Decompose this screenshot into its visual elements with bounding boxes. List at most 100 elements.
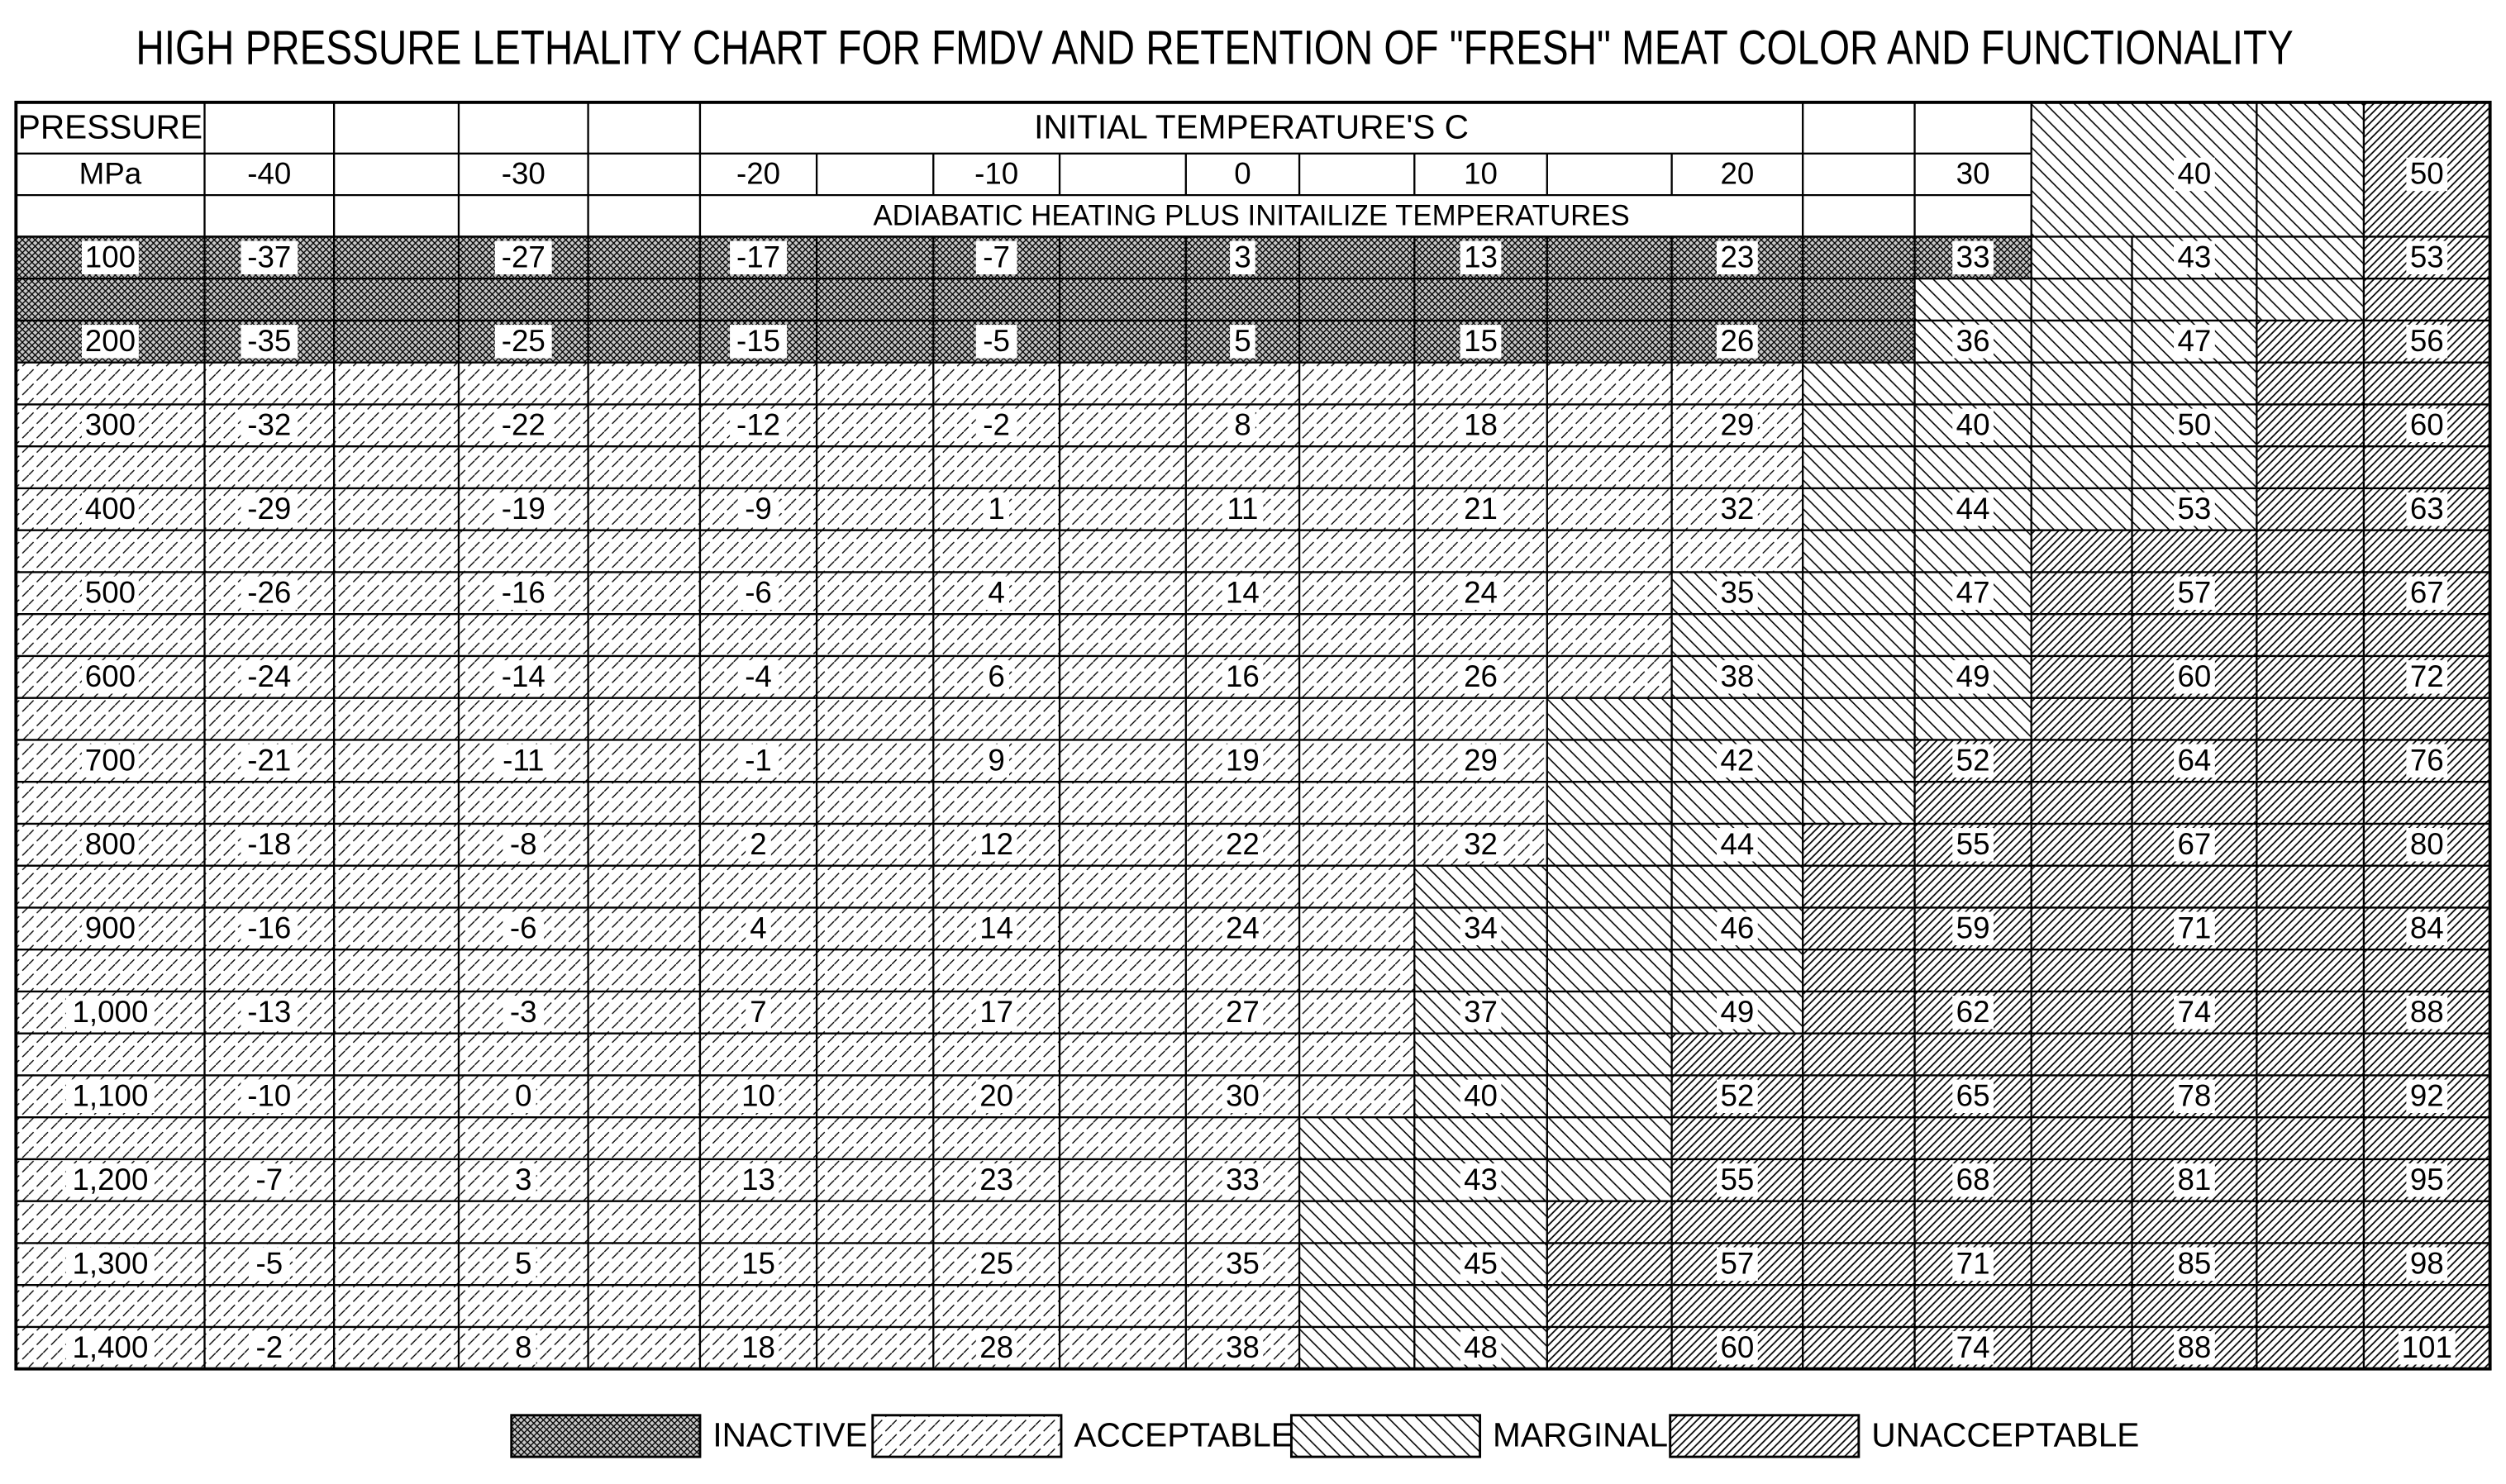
zone-fill: [1803, 656, 1914, 698]
zone-fill: [817, 530, 933, 573]
cell-value: 68: [1956, 1163, 1990, 1196]
zone-fill: [933, 698, 1060, 740]
pressure-label: 300: [85, 407, 136, 441]
zone-fill: [334, 949, 459, 992]
zone-fill: [205, 866, 335, 908]
zone-fill: [1299, 782, 1414, 824]
cell-value: 65: [1956, 1078, 1990, 1112]
zone-fill: [334, 656, 459, 698]
zone-fill: [334, 1285, 459, 1327]
zone-fill: [1060, 1117, 1186, 1159]
zone-fill: [1299, 824, 1414, 866]
zone-fill: [334, 740, 459, 782]
cell-value: -8: [510, 827, 537, 861]
zone-fill: [2032, 740, 2132, 782]
cell-value: 26: [1464, 659, 1498, 693]
pressure-label: 200: [85, 324, 136, 358]
zone-fill: [1186, 1285, 1299, 1327]
zone-fill: [2256, 404, 2364, 446]
zone-fill: [334, 1243, 459, 1285]
zone-fill: [1803, 278, 1914, 321]
header-adiabatic-label: ADIABATIC HEATING PLUS INITAILIZE TEMPER…: [873, 199, 1629, 231]
zone-fill: [1414, 278, 1546, 321]
cell-value: 5: [515, 1246, 531, 1280]
zone-fill: [1186, 866, 1299, 908]
zone-fill: [1547, 698, 1672, 740]
header-zone-fill: [2032, 102, 2132, 237]
zone-fill: [1803, 614, 1914, 656]
cell-value: 44: [1956, 492, 1990, 526]
zone-fill: [2132, 949, 2257, 992]
zone-fill: [2364, 782, 2490, 824]
zone-fill: [1803, 530, 1914, 573]
zone-fill: [1672, 782, 1803, 824]
zone-fill: [16, 278, 204, 321]
cell-value: 33: [1226, 1163, 1260, 1196]
zone-fill: [1060, 530, 1186, 573]
zone-fill: [700, 446, 817, 488]
cell-value: 35: [1720, 575, 1754, 609]
cell-value: 37: [1464, 995, 1498, 1029]
zone-fill: [588, 321, 700, 363]
zone-fill: [933, 1201, 1060, 1244]
cell-value: 40: [1956, 407, 1990, 441]
header-temperature: 40: [2177, 157, 2211, 191]
cell-value: 50: [2177, 407, 2211, 441]
zone-fill: [1186, 363, 1299, 405]
zone-fill: [1915, 1034, 2032, 1076]
zone-fill: [817, 698, 933, 740]
zone-fill: [588, 1159, 700, 1201]
cell-value: 0: [515, 1078, 531, 1112]
cell-value: 76: [2410, 743, 2444, 777]
zone-fill: [2256, 740, 2364, 782]
cell-value: 40: [1464, 1078, 1498, 1112]
zone-fill: [817, 1034, 933, 1076]
zone-fill: [817, 740, 933, 782]
zone-fill: [1672, 363, 1803, 405]
zone-fill: [205, 614, 335, 656]
zone-fill: [933, 1117, 1060, 1159]
zone-fill: [2032, 782, 2132, 824]
zone-fill: [1672, 698, 1803, 740]
zone-fill: [1547, 907, 1672, 949]
pressure-label: 700: [85, 743, 136, 777]
zone-fill: [334, 1034, 459, 1076]
zone-fill: [1915, 614, 2032, 656]
zone-fill: [1299, 907, 1414, 949]
cell-value: 98: [2410, 1246, 2444, 1280]
cell-value: 4: [988, 575, 1004, 609]
pressure-label: 100: [85, 240, 136, 273]
zone-fill: [2256, 656, 2364, 698]
zone-fill: [2256, 866, 2364, 908]
zone-fill: [1060, 740, 1186, 782]
cell-value: -2: [255, 1330, 283, 1364]
zone-fill: [16, 1117, 204, 1159]
zone-fill: [700, 1117, 817, 1159]
zone-fill: [2256, 1243, 2364, 1285]
zone-fill: [1803, 740, 1914, 782]
cell-value: 32: [1464, 827, 1498, 861]
zone-fill: [1672, 1034, 1803, 1076]
zone-fill: [933, 949, 1060, 992]
zone-fill: [700, 866, 817, 908]
cell-value: -22: [502, 407, 546, 441]
zone-fill: [1915, 363, 2032, 405]
zone-fill: [205, 1034, 335, 1076]
header-initial-label: INITIAL TEMPERATURE'S C: [1034, 107, 1469, 145]
zone-fill: [700, 530, 817, 573]
zone-fill: [1060, 1034, 1186, 1076]
cell-value: -10: [247, 1078, 291, 1112]
cell-value: -5: [255, 1246, 283, 1280]
zone-fill: [1547, 1159, 1672, 1201]
zone-fill: [1414, 614, 1546, 656]
header-temperature: 50: [2410, 157, 2444, 191]
cell-value: -19: [502, 492, 546, 526]
zone-fill: [1414, 1117, 1546, 1159]
zone-fill: [1186, 1201, 1299, 1244]
zone-fill: [1299, 949, 1414, 992]
zone-fill: [1186, 949, 1299, 992]
zone-fill: [2364, 530, 2490, 573]
zone-fill: [1186, 698, 1299, 740]
cell-value: 46: [1720, 911, 1754, 944]
zone-fill: [2032, 363, 2132, 405]
